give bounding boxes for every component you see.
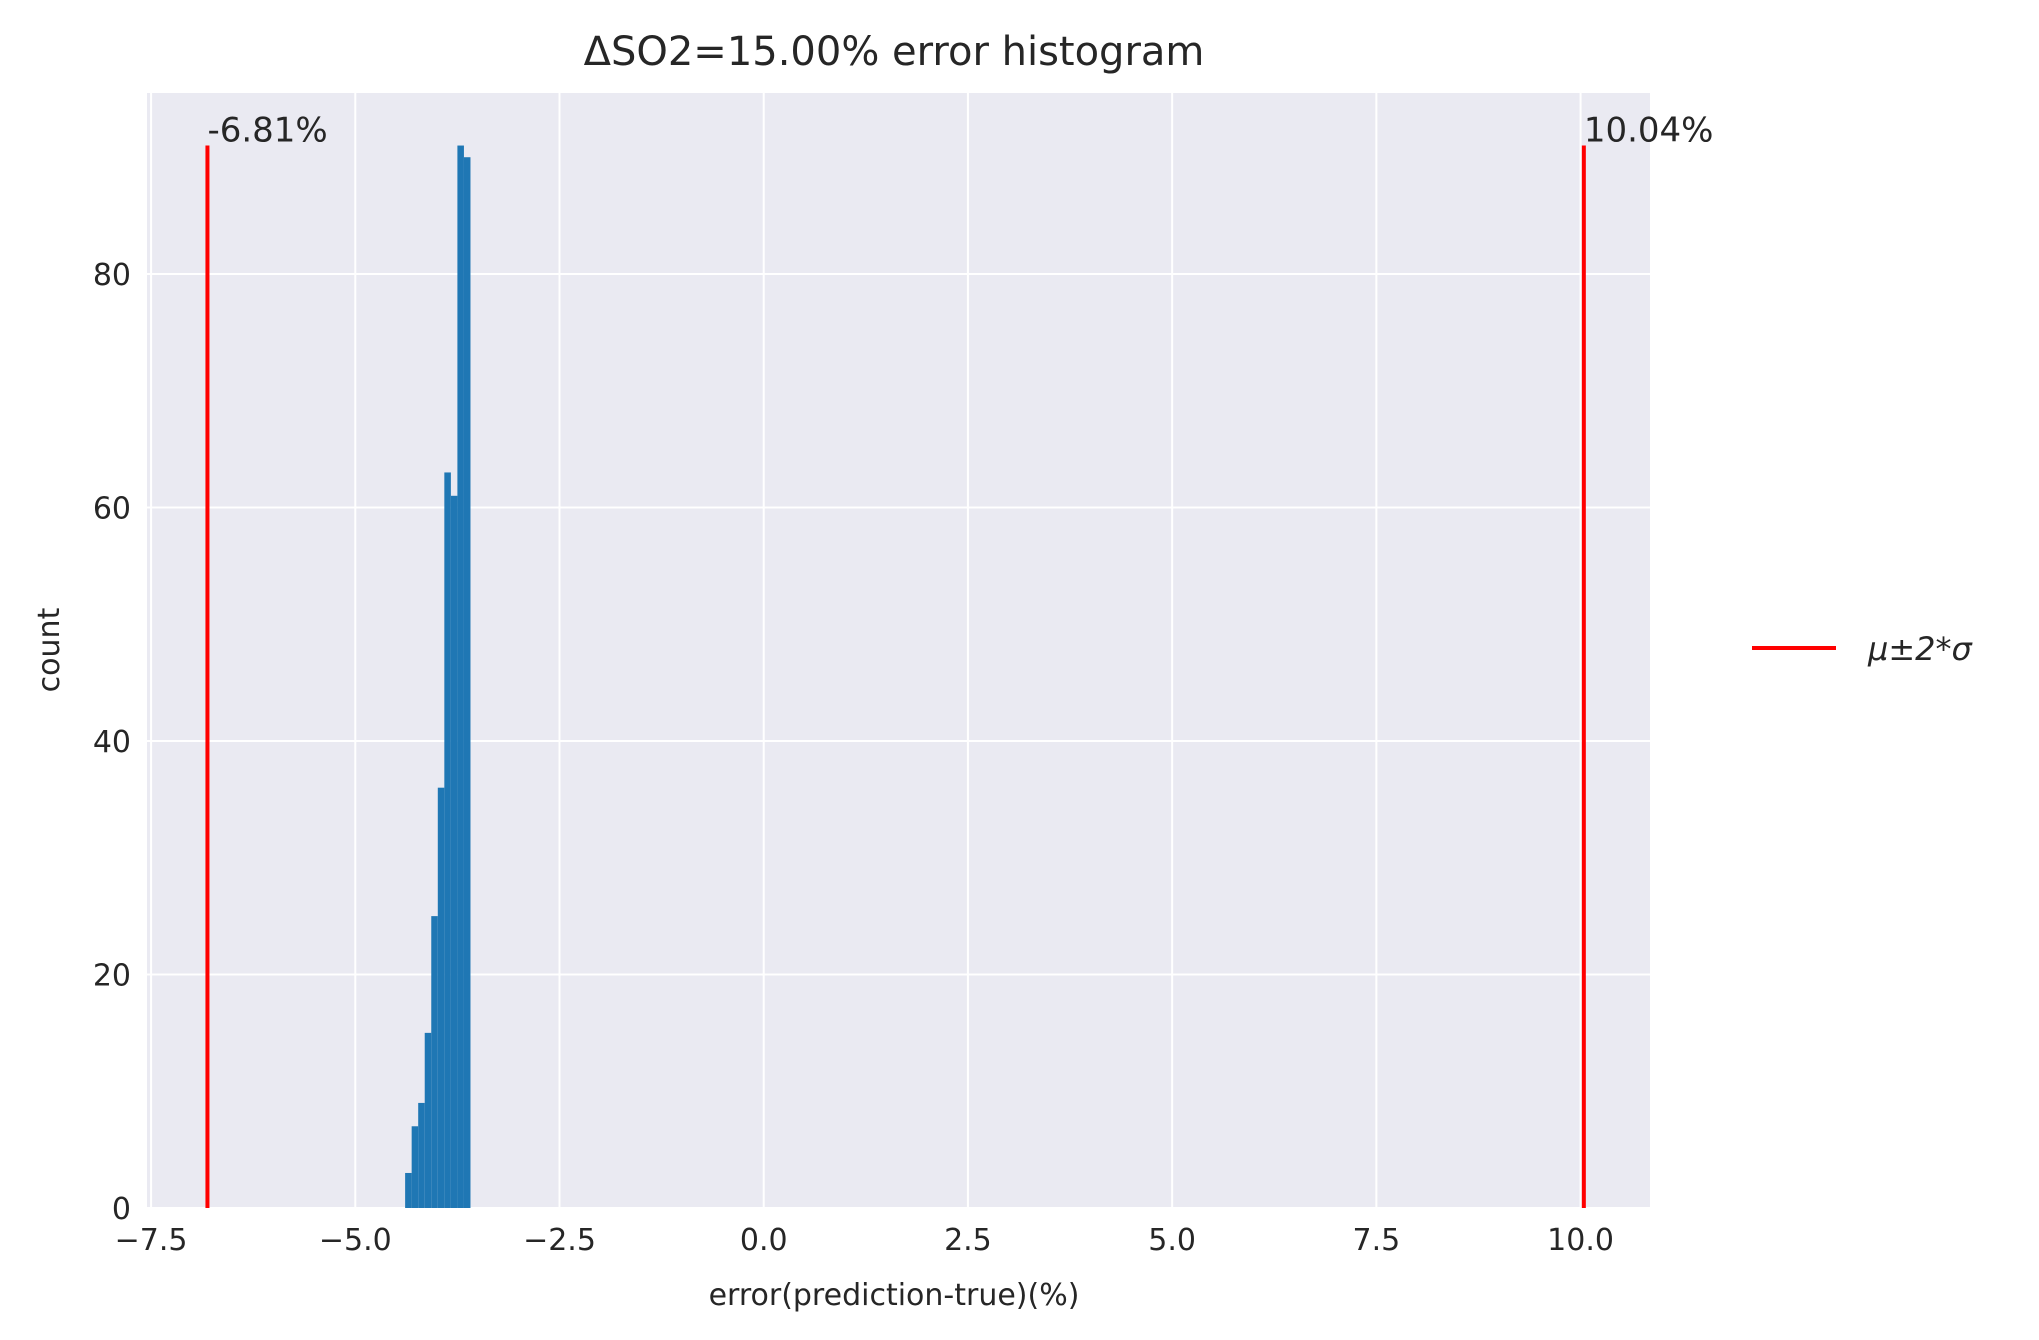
histogram-bar xyxy=(405,1172,412,1208)
legend-label-sigma: μ±2*σ xyxy=(1867,630,1974,668)
x-tick-label: −7.5 xyxy=(115,1223,188,1258)
y-tick-label: 40 xyxy=(93,725,131,760)
histogram-bar xyxy=(463,157,471,1209)
x-tick-label: 0.0 xyxy=(740,1223,788,1258)
sigma-annotation: -6.81% xyxy=(207,111,327,151)
plot-area xyxy=(147,93,1650,1208)
x-tick-labels: −7.5 −5.0 −2.5 0.0 2.5 5.0 7.5 10.0 xyxy=(115,1223,1614,1258)
y-tick-label: 60 xyxy=(93,491,131,526)
legend: μ±2*σ xyxy=(1752,630,1974,668)
x-tick-label: −2.5 xyxy=(523,1223,596,1258)
sigma-annotations: -6.81% 10.04% xyxy=(207,111,1713,151)
y-tick-label: 20 xyxy=(93,958,131,993)
histogram-bar xyxy=(424,1032,432,1208)
y-gridlines xyxy=(147,272,1650,1209)
x-tick-label: 10.0 xyxy=(1547,1223,1614,1258)
histogram-bar xyxy=(437,787,445,1208)
histogram-bar xyxy=(444,472,451,1208)
y-tick-labels: 0 20 40 60 80 xyxy=(93,258,131,1227)
histogram-bar xyxy=(450,495,458,1209)
histogram-bar xyxy=(431,916,438,1208)
sigma-annotation: 10.04% xyxy=(1584,111,1714,151)
histogram-bar xyxy=(457,145,464,1208)
x-gridlines xyxy=(150,93,1582,1208)
y-axis-label: count xyxy=(32,607,67,692)
x-tick-label: 7.5 xyxy=(1352,1223,1400,1258)
y-tick-label: 0 xyxy=(112,1192,131,1227)
histogram-bars xyxy=(405,145,471,1209)
x-tick-label: −5.0 xyxy=(319,1223,392,1258)
x-tick-label: 5.0 xyxy=(1148,1223,1196,1258)
sigma-lines xyxy=(205,145,1586,1208)
x-tick-label: 2.5 xyxy=(944,1223,992,1258)
x-axis-label: error(prediction-true)(%) xyxy=(709,1278,1080,1313)
y-tick-label: 80 xyxy=(93,258,131,293)
histogram-bar xyxy=(418,1102,425,1208)
chart-title: ΔSO2=15.00% error histogram xyxy=(584,29,1205,75)
histogram-bar xyxy=(411,1126,419,1208)
